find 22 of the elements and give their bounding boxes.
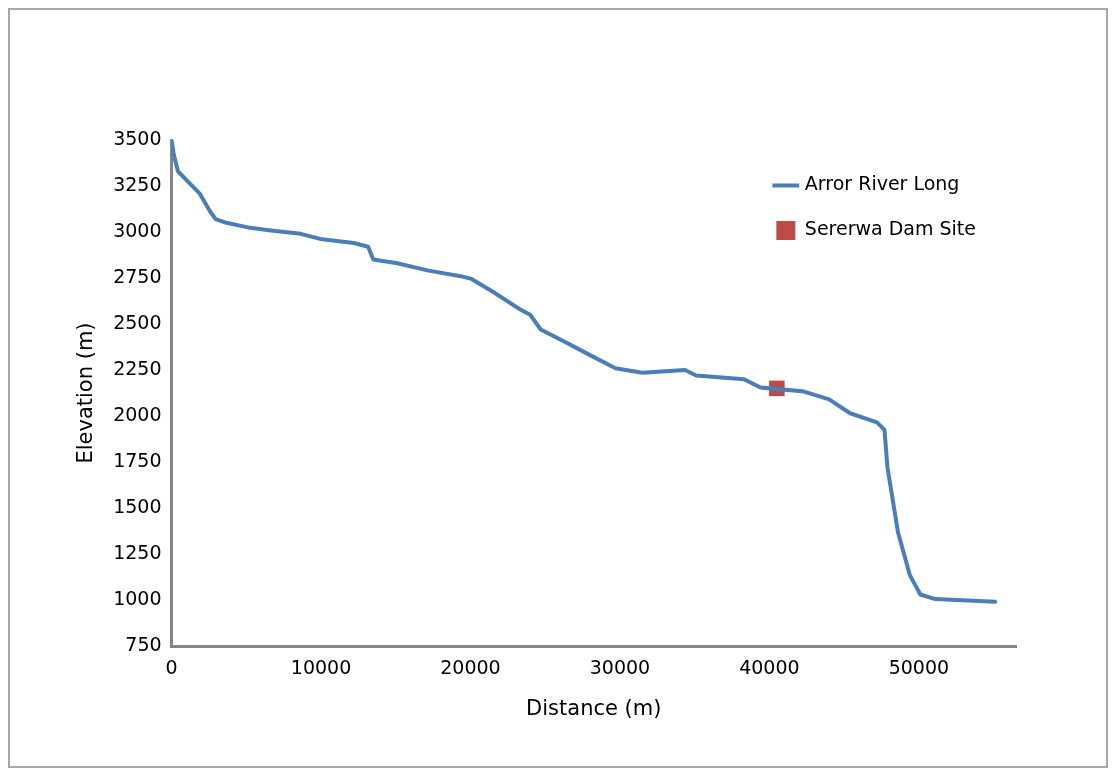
x-axis-title: Distance (m) — [526, 695, 662, 720]
y-tick-label: 3500 — [113, 126, 162, 149]
y-tick-label: 2750 — [113, 264, 162, 287]
legend-label: Sererwa Dam Site — [804, 217, 976, 240]
x-tick-label: 30000 — [589, 656, 651, 679]
y-tick-label: 2000 — [113, 402, 162, 425]
y-tick-label: 750 — [125, 632, 162, 655]
x-tick-label: 50000 — [888, 656, 950, 679]
x-tick-label: 40000 — [739, 656, 800, 679]
x-tick-label: 10000 — [290, 656, 352, 679]
y-tick-label: 3250 — [113, 172, 162, 195]
legend-label: Arror River Long — [804, 172, 960, 195]
y-tick-label: 2250 — [113, 356, 162, 379]
y-tick-label: 1500 — [113, 494, 162, 517]
y-tick-label: 1750 — [113, 448, 162, 471]
y-tick-label: 1000 — [113, 586, 162, 609]
y-tick-label: 2500 — [113, 310, 162, 333]
x-tick-label: 0 — [165, 656, 178, 679]
y-axis-title: Elevation (m) — [73, 322, 98, 464]
y-tick-label: 1250 — [113, 540, 162, 563]
x-tick-label: 20000 — [440, 656, 501, 679]
y-tick-label: 3000 — [113, 218, 162, 241]
